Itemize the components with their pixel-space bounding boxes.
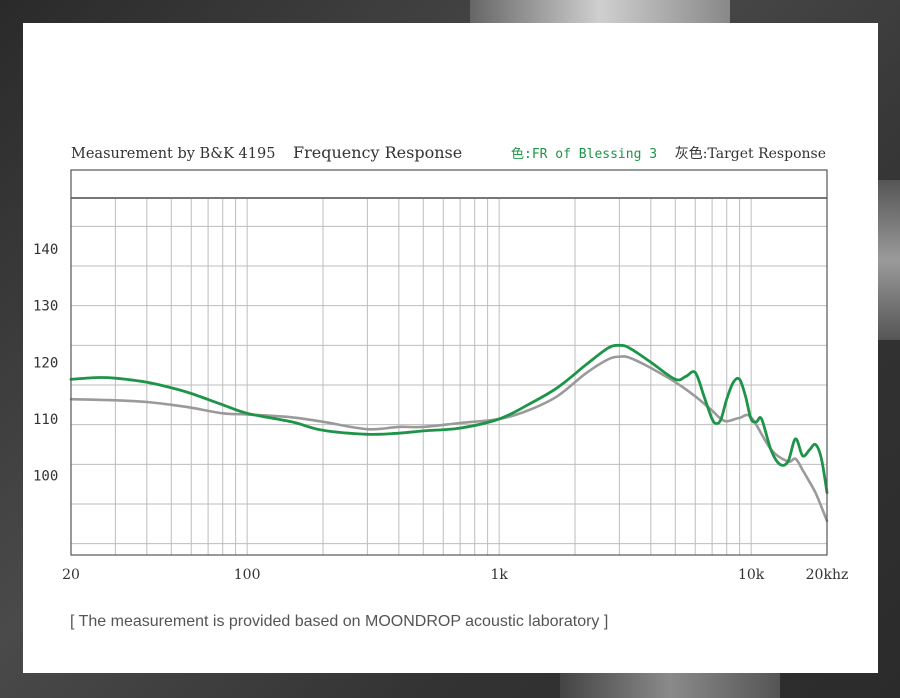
fr-line xyxy=(69,343,829,495)
background-light-shape-bottom xyxy=(560,673,780,698)
x-tick-label: 100 xyxy=(234,567,261,583)
y-tick-label: 140 xyxy=(33,242,58,258)
chart-panel: Measurement by B&K 4195 Frequency Respon… xyxy=(23,23,878,673)
legend-fr-label: 色:FR of Blessing 3 xyxy=(511,146,657,162)
plot-frame xyxy=(70,169,828,556)
background-light-shape-right xyxy=(878,180,900,340)
x-tick-label: 20khz xyxy=(806,567,849,583)
measurement-caption: [ The measurement is provided based on M… xyxy=(70,613,609,630)
target-response-line xyxy=(69,355,829,523)
y-axis-ticks: 140 130 120 110 100 xyxy=(33,242,58,485)
x-tick-label: 10k xyxy=(738,567,765,583)
background-light-shape-top xyxy=(470,0,730,23)
x-tick-label: 1k xyxy=(490,567,508,583)
legend-target-label: 灰色:Target Response xyxy=(675,145,826,162)
y-tick-label: 120 xyxy=(33,355,58,371)
y-tick-label: 110 xyxy=(33,412,58,428)
chart-title: Frequency Response xyxy=(293,143,462,162)
frequency-response-chart: Measurement by B&K 4195 Frequency Respon… xyxy=(33,143,848,583)
y-tick-label: 100 xyxy=(33,469,58,485)
y-tick-label: 130 xyxy=(33,299,58,315)
series-lines xyxy=(69,343,829,523)
grid-lines xyxy=(70,197,828,555)
x-tick-label: 20 xyxy=(62,567,80,583)
x-axis-ticks: 20 100 1k 10k 20khz xyxy=(62,567,848,583)
measurement-label: Measurement by B&K 4195 xyxy=(71,146,275,162)
